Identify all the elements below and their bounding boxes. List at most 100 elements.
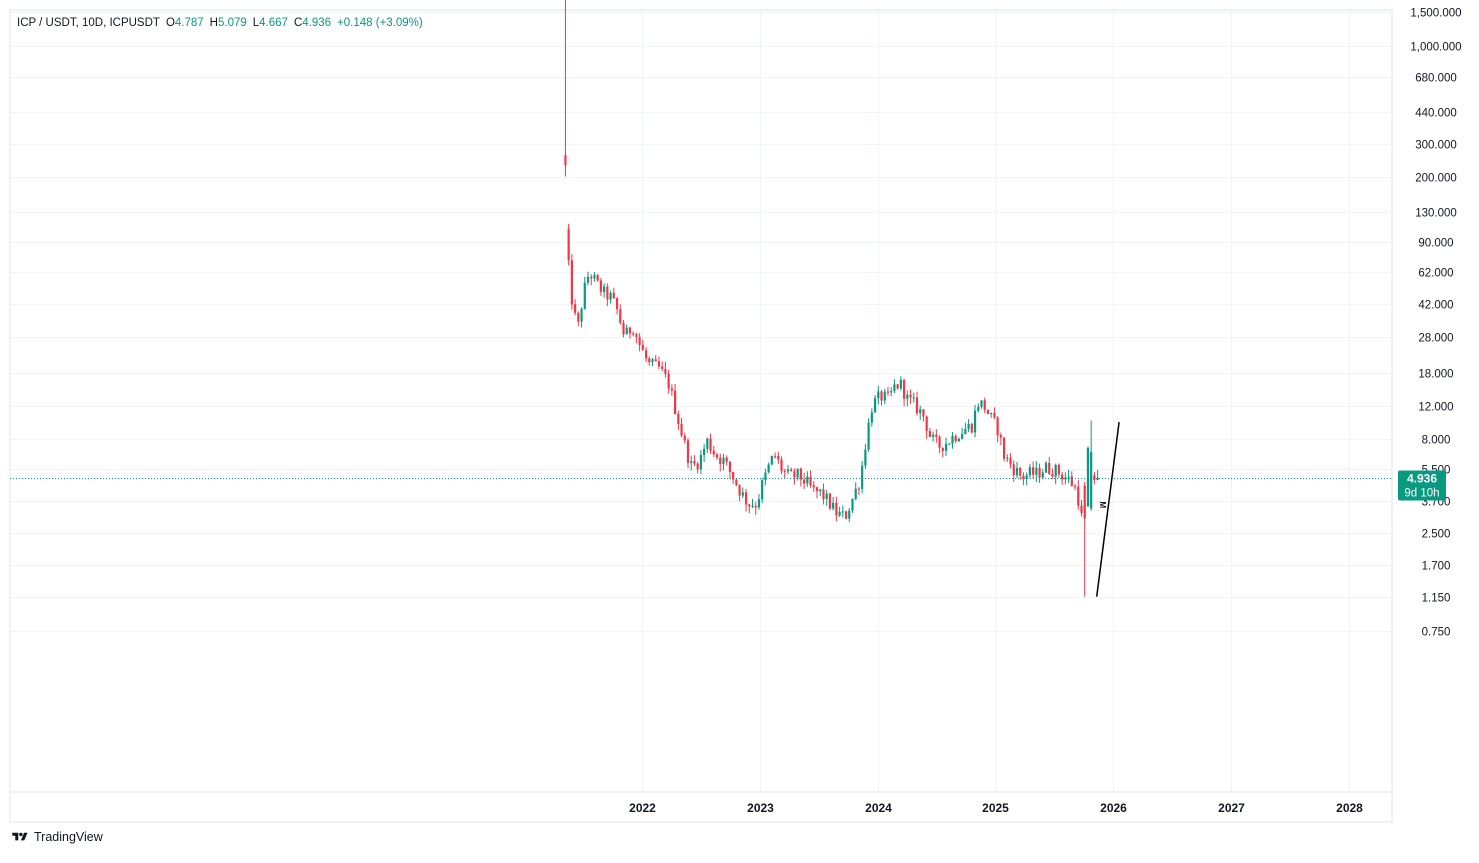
candle (935, 429, 938, 443)
candle-body (1086, 447, 1090, 507)
candle-body (1044, 463, 1048, 473)
candle-body (912, 397, 915, 399)
price-tick-label: 1.700 (1422, 561, 1451, 573)
candle-body (877, 391, 880, 399)
candle (703, 444, 706, 463)
candle (767, 462, 770, 474)
time-tick-label: 2025 (982, 801, 1009, 815)
candle (606, 283, 609, 307)
price-tick-label: 300.000 (1415, 140, 1457, 152)
candle-body (844, 511, 848, 519)
change-value: +0.148 (+3.09%) (337, 17, 423, 29)
candle (1070, 471, 1073, 487)
candle (1096, 469, 1099, 481)
candle-body (748, 504, 751, 507)
candle (848, 508, 851, 523)
candle-body (796, 468, 799, 478)
candle-body (899, 379, 902, 389)
candle-body (673, 390, 677, 414)
candle-body (1057, 465, 1061, 475)
candle (1009, 453, 1012, 469)
candle (709, 433, 712, 455)
candle-body (983, 400, 986, 410)
candle (596, 273, 599, 282)
candle (919, 405, 922, 420)
candle (612, 287, 615, 299)
candle-body (954, 436, 957, 442)
candle-body (570, 260, 573, 305)
candle-body (935, 434, 938, 437)
drawing-label: M (1098, 501, 1107, 508)
candle (599, 277, 603, 296)
candle (990, 412, 993, 418)
candle-body (867, 422, 870, 450)
candle-body (964, 429, 967, 434)
candle (619, 304, 622, 325)
candle (686, 438, 690, 469)
time-axis[interactable]: 2022 2023 2024 2025 2026 2027 2028 (629, 801, 1363, 815)
candle (741, 487, 744, 499)
candle (944, 437, 948, 456)
candle (1002, 436, 1006, 462)
candle (954, 434, 957, 444)
price-badge: 4.936 9d 10h (1398, 470, 1446, 501)
candle-body (1090, 451, 1093, 509)
candle-body (567, 228, 570, 261)
candle-body (828, 493, 832, 509)
candle-body (973, 410, 977, 433)
candle (715, 452, 719, 460)
candle-body (657, 361, 661, 367)
candle (690, 455, 693, 471)
candle (657, 356, 661, 370)
trendline[interactable] (1095, 422, 1120, 597)
candle-body (577, 312, 580, 322)
candle (1077, 479, 1080, 510)
candle (738, 484, 741, 502)
candle (625, 324, 628, 335)
tradingview-logo-icon (12, 832, 28, 841)
candle-body (835, 502, 838, 516)
candle-body (928, 431, 931, 437)
candle (651, 357, 654, 367)
candle-body (861, 465, 864, 490)
price-badge-countdown: 9d 10h (1404, 488, 1439, 500)
price-axis[interactable]: 7,200.0004,800.0003,200.0002,200.0001,50… (1410, 0, 1461, 639)
candle-body (564, 155, 567, 166)
candle-body (822, 489, 825, 499)
tradingview-footer[interactable]: TradingView (10, 830, 103, 844)
candle (906, 390, 909, 407)
candle (886, 386, 890, 396)
candle-body (915, 397, 919, 414)
candle (693, 455, 696, 466)
candle-body (803, 479, 806, 484)
symbol-title[interactable]: ICP / USDT, 10D, ICPUSDT (17, 17, 160, 29)
candle (590, 274, 593, 286)
candle (1061, 471, 1064, 485)
user-drawing[interactable]: M (1095, 422, 1120, 597)
candle (719, 453, 722, 472)
open-label: O (165, 17, 175, 29)
candle-body (654, 359, 657, 362)
candle (803, 472, 806, 489)
candle-body (902, 379, 906, 399)
candle (748, 503, 751, 514)
candle (980, 400, 983, 409)
candle (615, 297, 619, 315)
candle-body (777, 456, 780, 460)
candle-body (1038, 467, 1041, 478)
candle-body (1096, 477, 1099, 481)
candle-body (812, 485, 815, 488)
candle (864, 443, 867, 469)
candle-body (977, 406, 980, 411)
candle-body (1006, 457, 1009, 459)
candle-body (761, 480, 764, 500)
candle (735, 478, 738, 487)
candle-body (999, 435, 1002, 438)
candle (1093, 471, 1096, 485)
candle-body (744, 492, 748, 505)
price-tick-label: 42.000 (1418, 300, 1453, 312)
candle-body (1051, 473, 1054, 477)
candle (567, 223, 570, 266)
candle-body (841, 511, 844, 513)
